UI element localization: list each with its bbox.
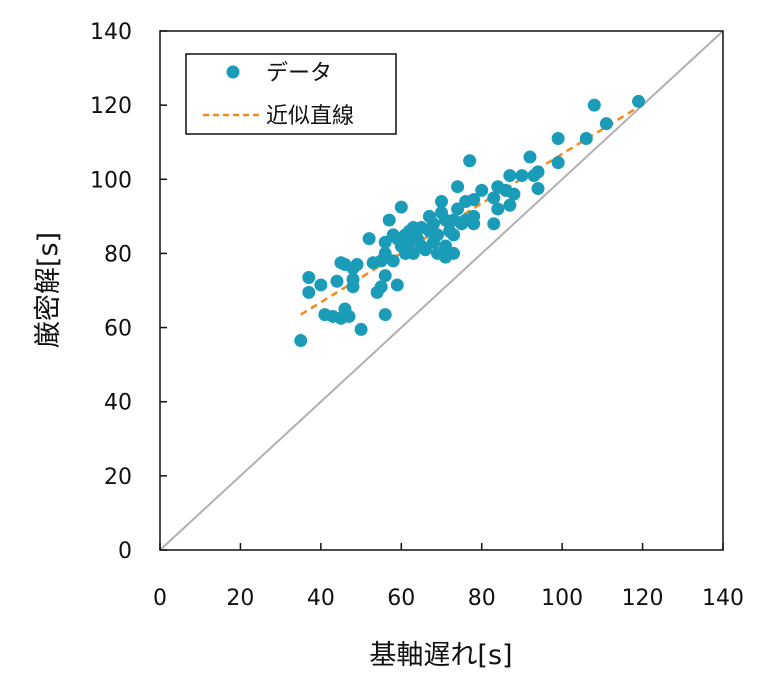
data-point xyxy=(451,180,465,194)
data-point xyxy=(374,280,388,294)
legend-box xyxy=(185,53,397,135)
tick-marks-layer xyxy=(159,30,724,551)
data-point xyxy=(487,191,501,205)
x-tick-label: 80 xyxy=(468,586,496,611)
data-point xyxy=(362,232,376,246)
data-point xyxy=(632,94,646,108)
data-point xyxy=(342,309,356,323)
data-point xyxy=(503,169,517,183)
data-point xyxy=(382,213,396,227)
y-tick-label: 140 xyxy=(90,20,132,45)
data-point xyxy=(507,187,521,201)
data-point xyxy=(435,195,448,209)
x-tick-label: 120 xyxy=(622,586,664,611)
data-point xyxy=(314,278,328,292)
x-tick-label: 0 xyxy=(153,586,167,611)
data-point xyxy=(467,193,481,207)
data-point xyxy=(587,98,601,112)
y-tick-label: 80 xyxy=(104,242,132,267)
data-points-layer xyxy=(294,94,646,348)
data-point xyxy=(294,334,308,348)
y-tick-label: 60 xyxy=(104,317,132,342)
legend-data-marker xyxy=(226,65,240,79)
identity-line xyxy=(159,30,724,551)
data-point xyxy=(579,132,593,146)
data-point xyxy=(378,308,392,322)
x-tick-label: 40 xyxy=(307,586,335,611)
data-point xyxy=(346,272,360,286)
plot-area-frame xyxy=(159,30,724,551)
data-point xyxy=(302,285,316,299)
data-point xyxy=(386,254,400,268)
legend: データ 近似直線 xyxy=(185,53,397,135)
y-tick-label: 0 xyxy=(118,539,132,564)
legend-fit-label: 近似直線 xyxy=(266,104,354,129)
x-tick-label: 140 xyxy=(702,586,744,611)
data-point xyxy=(503,198,517,212)
data-point xyxy=(515,169,529,183)
x-tick-label: 100 xyxy=(541,586,583,611)
data-point xyxy=(551,132,565,146)
data-point xyxy=(350,258,364,272)
legend-data-label: データ xyxy=(266,61,332,86)
data-point xyxy=(491,202,505,216)
data-point xyxy=(394,200,408,214)
data-point xyxy=(447,246,461,260)
y-tick-label: 40 xyxy=(104,391,132,416)
data-point xyxy=(390,278,404,292)
y-tick-label: 120 xyxy=(90,94,132,119)
x-tick-label: 20 xyxy=(226,586,254,611)
data-point xyxy=(447,228,461,242)
x-tick-label: 60 xyxy=(387,586,415,611)
data-point xyxy=(551,156,565,170)
data-point xyxy=(487,217,501,231)
data-point xyxy=(599,117,613,131)
tick-labels-layer: 0 20 40 60 80 100 120 140 0 20 40 60 80 100 120 140 xyxy=(90,20,744,611)
data-point xyxy=(378,269,392,283)
x-axis-title: 基軸遅れ[s] xyxy=(369,640,512,671)
y-axis-title: 厳密解[s] xyxy=(33,232,64,348)
data-point xyxy=(531,165,545,179)
data-point xyxy=(426,217,440,231)
data-point xyxy=(354,322,368,336)
data-point xyxy=(467,217,481,231)
data-point xyxy=(430,228,444,242)
data-point xyxy=(302,271,316,285)
identity-line-layer xyxy=(159,30,724,551)
y-tick-label: 20 xyxy=(104,465,132,490)
y-tick-label: 100 xyxy=(90,168,132,193)
data-point xyxy=(463,154,477,168)
data-point xyxy=(523,150,537,164)
data-point xyxy=(330,274,344,288)
data-point xyxy=(475,183,489,197)
data-point xyxy=(531,182,545,196)
